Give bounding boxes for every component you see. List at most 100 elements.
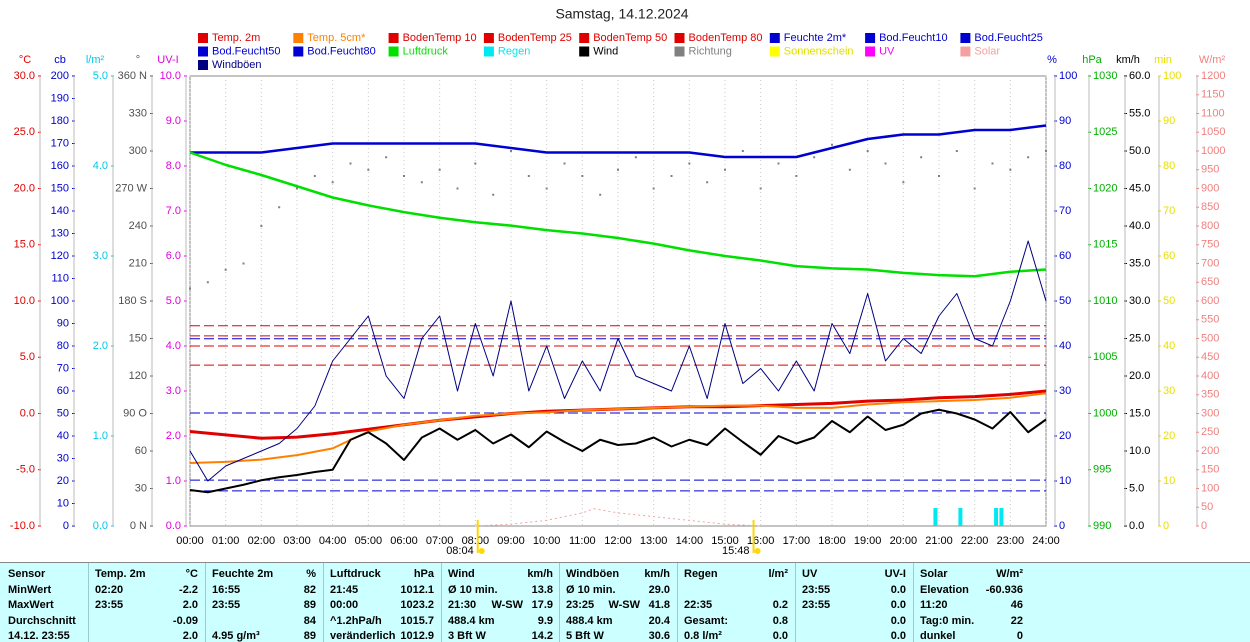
rain-bar <box>958 508 963 526</box>
y-tick-label: 60 <box>135 445 147 457</box>
direction-dot <box>991 162 994 165</box>
legend-label: Regen <box>498 45 530 57</box>
axis-unit: min <box>1154 54 1172 66</box>
y-tick-label: 40 <box>1163 340 1175 352</box>
table-cell: 22 <box>1010 614 1023 627</box>
direction-dot <box>527 175 530 177</box>
table-cell: 0.0 <box>890 614 906 627</box>
legend-label: Temp. 2m <box>212 32 260 44</box>
direction-dot <box>813 156 816 159</box>
y-tick-label: 45.0 <box>1129 182 1150 194</box>
y-tick-label: 0 N <box>130 520 147 532</box>
direction-dot <box>795 175 798 177</box>
table-cell: °C <box>185 568 198 580</box>
y-tick-label: 90 <box>1059 115 1071 127</box>
direction-dot <box>955 150 958 152</box>
table-cell: km/h <box>527 568 553 580</box>
y-tick-label: 10 <box>1059 475 1071 487</box>
y-tick-label: 300 <box>1201 407 1219 419</box>
y-tick-label: 6.0 <box>166 250 181 262</box>
y-tick-label: 5.0 <box>93 70 108 82</box>
y-tick-label: 1000 <box>1201 145 1225 157</box>
table-cell: 5 Bft W <box>566 630 604 642</box>
column-separator <box>205 563 206 642</box>
legend-swatch <box>674 33 685 43</box>
y-tick-label: 20 <box>1163 430 1175 442</box>
axis-unit: ° <box>136 54 140 66</box>
y-tick-label: 30.0 <box>1129 295 1150 307</box>
direction-dot <box>349 162 352 165</box>
column-separator <box>323 563 324 642</box>
x-tick-label: 03:00 <box>283 535 311 547</box>
y-tick-label: 150 <box>129 332 147 344</box>
table-cell: 22:35 <box>684 599 713 611</box>
x-tick-label: 12:00 <box>604 535 632 547</box>
legend-label: Solar <box>974 45 1000 57</box>
direction-dot <box>420 181 423 184</box>
y-tick-label: 0 <box>63 520 69 532</box>
table-cell: 84 <box>303 614 316 627</box>
y-tick-label: 150 <box>1201 464 1219 476</box>
table-cell: 30.6 <box>648 630 670 642</box>
y-tick-label: 140 <box>51 205 69 217</box>
direction-dot <box>938 175 940 177</box>
legend-label: Wind <box>593 45 618 57</box>
y-tick-label: 30 <box>1163 385 1175 397</box>
axis-unit: cb <box>54 54 66 66</box>
x-tick-label: 08:00 <box>462 535 490 547</box>
table-cell: Regen <box>684 568 718 580</box>
y-tick-label: 70 <box>1059 205 1071 217</box>
table-cell: 21:45 <box>330 583 359 596</box>
y-tick-label: 1050 <box>1201 126 1225 138</box>
chart-title: Samstag, 14.12.2024 <box>555 6 688 22</box>
legend-label: Richtung <box>689 45 732 57</box>
direction-dot <box>492 193 495 196</box>
y-tick-label: 15.0 <box>14 239 35 251</box>
y-tick-label: 180 S <box>118 295 147 307</box>
y-tick-label: 550 <box>1201 314 1219 326</box>
y-tick-label: 1150 <box>1201 89 1225 101</box>
legend-label: Sonnenschein <box>784 45 854 57</box>
y-tick-label: 900 <box>1201 182 1219 194</box>
axis-unit: W/m² <box>1199 54 1226 66</box>
direction-dot <box>884 162 887 165</box>
legend-swatch <box>960 33 971 43</box>
y-tick-label: 1100 <box>1201 107 1225 119</box>
x-tick-label: 11:00 <box>569 535 596 547</box>
table-cell: MaxWert <box>8 599 54 611</box>
y-tick-label: 150 <box>51 182 69 194</box>
direction-dot <box>296 187 298 190</box>
y-tick-label: 5.0 <box>1129 482 1144 494</box>
table-cell: 23:55 <box>802 583 831 596</box>
direction-dot <box>848 168 851 171</box>
y-tick-label: 995 <box>1093 464 1111 476</box>
direction-dot <box>331 181 334 184</box>
table-cell: 9.9 <box>537 614 553 627</box>
y-tick-label: 1015 <box>1093 239 1117 251</box>
x-tick-label: 21:00 <box>925 535 953 547</box>
y-tick-label: 190 <box>51 92 69 104</box>
y-tick-label: 1200 <box>1201 70 1225 82</box>
direction-dot <box>920 156 923 159</box>
x-tick-label: 09:00 <box>497 535 525 547</box>
table-cell: 14.2 <box>531 630 553 642</box>
y-tick-label: 30 <box>57 452 69 464</box>
direction-dot <box>189 287 191 290</box>
table-cell: 41.8 <box>648 599 670 611</box>
direction-dot <box>741 150 744 152</box>
legend-swatch <box>865 33 876 43</box>
legend-swatch <box>960 46 971 57</box>
y-tick-label: 50 <box>1163 295 1175 307</box>
table-cell: 3 Bft W <box>448 630 486 642</box>
direction-dot <box>759 187 762 190</box>
direction-dot <box>545 187 548 190</box>
y-tick-label: 100 <box>1059 70 1077 82</box>
y-tick-label: 15.0 <box>1129 407 1150 419</box>
direction-dot <box>313 175 316 177</box>
y-tick-label: 990 <box>1093 520 1111 532</box>
y-tick-label: 100 <box>51 295 69 307</box>
x-tick-label: 15:00 <box>711 535 739 547</box>
table-cell: 2.0 <box>182 599 198 611</box>
y-tick-label: 4.0 <box>166 340 181 352</box>
